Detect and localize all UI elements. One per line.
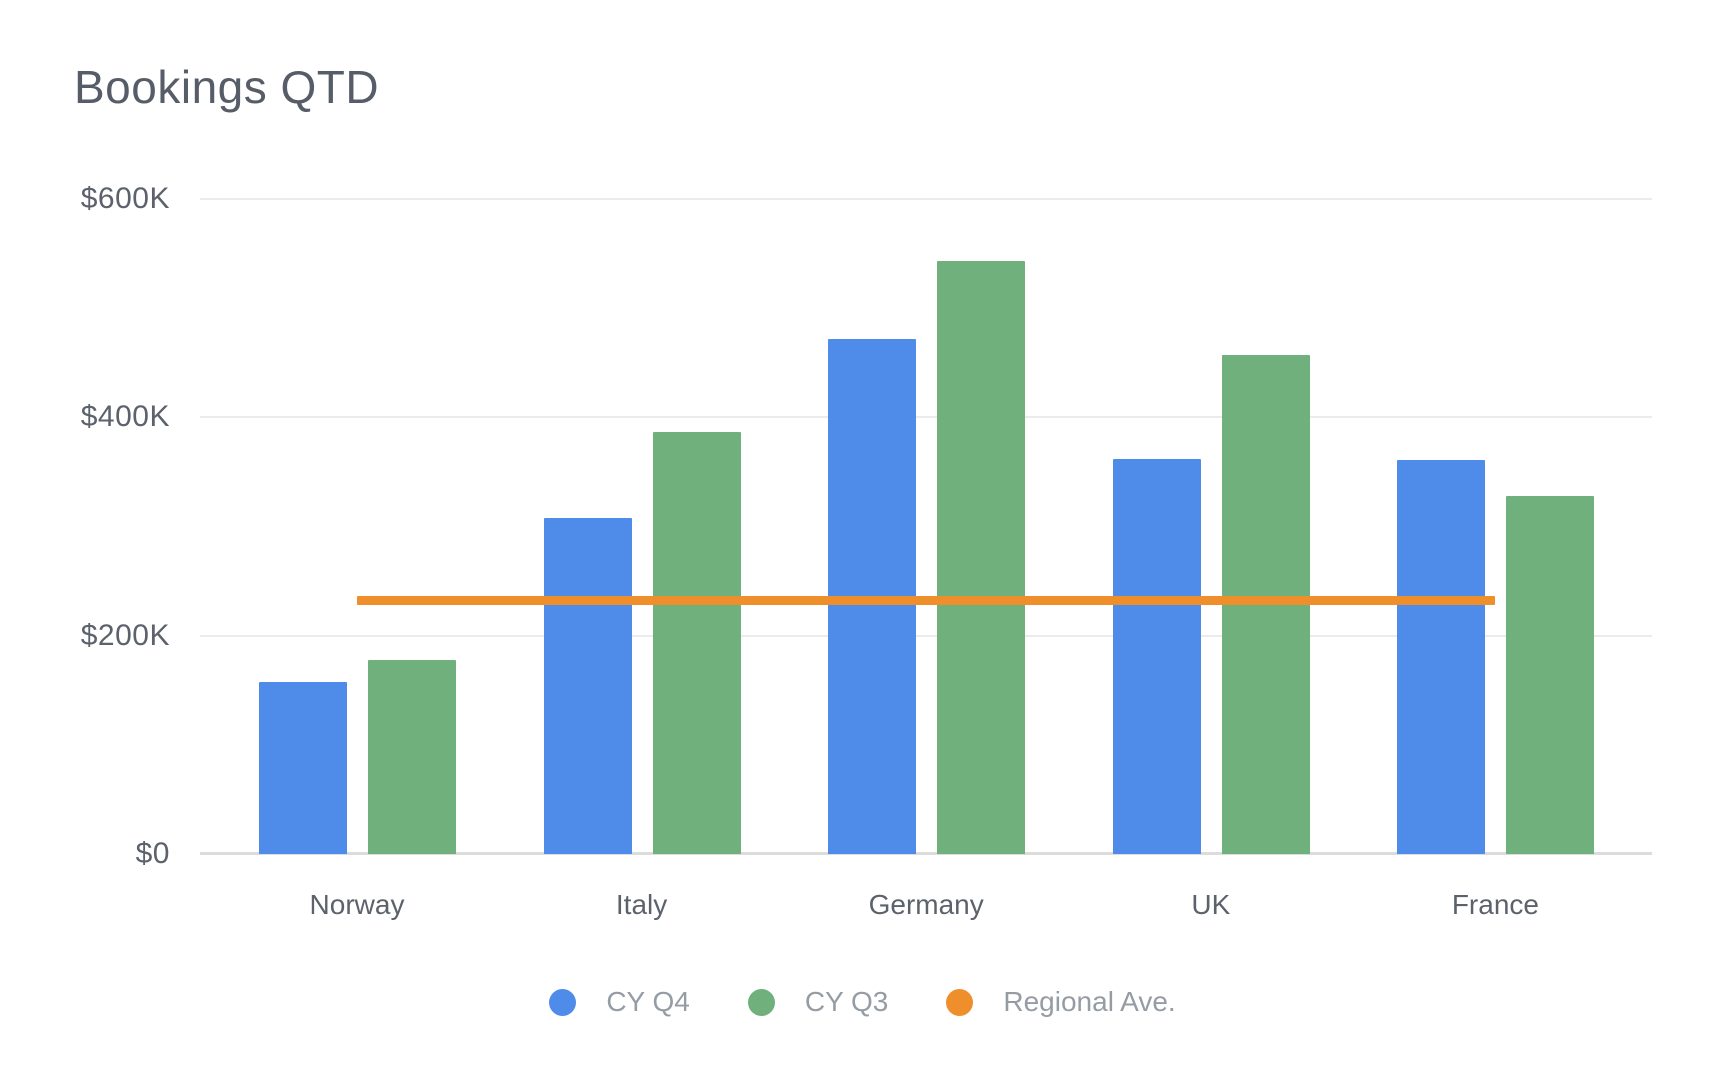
y-tick-label-0: $0 (135, 837, 170, 870)
bar-cy-q4-france[interactable] (1397, 459, 1486, 854)
bar-cy-q3-germany[interactable] (937, 261, 1026, 854)
x-axis-baseline (200, 852, 1652, 855)
legend-dot-icon-cy-q3 (747, 988, 775, 1016)
chart-legend: CY Q4 CY Q3 Regional Ave. (0, 986, 1725, 1018)
bar-cy-q4-uk[interactable] (1112, 458, 1201, 854)
gridline-400k (200, 416, 1652, 419)
legend-dot-icon-cy-q4 (549, 988, 577, 1016)
y-tick-label-400k: $400K (80, 400, 170, 434)
plot-area (200, 198, 1652, 855)
bar-cy-q4-italy[interactable] (543, 517, 632, 854)
bar-cy-q3-france[interactable] (1506, 495, 1595, 854)
x-axis-label-france: France (1451, 889, 1539, 920)
gridline-600k (200, 198, 1652, 200)
legend-label-cy-q4: CY Q4 (606, 986, 690, 1017)
legend-dot-icon-regional-ave (946, 988, 974, 1016)
bar-cy-q3-italy[interactable] (652, 431, 741, 854)
gridline-200k (200, 634, 1652, 637)
chart-title: Bookings QTD (74, 61, 380, 113)
x-axis-label-uk: UK (1191, 889, 1231, 920)
x-axis-label-italy: Italy (615, 889, 668, 920)
legend-item-cy-q3[interactable]: CY Q3 (747, 986, 889, 1018)
reference-line-regional-ave[interactable] (357, 596, 1496, 606)
bar-cy-q3-norway[interactable] (368, 659, 456, 854)
legend-item-cy-q4[interactable]: CY Q4 (549, 986, 690, 1018)
legend-item-regional-ave[interactable]: Regional Ave. (946, 986, 1176, 1018)
bar-cy-q4-norway[interactable] (259, 681, 347, 854)
y-tick-label-200k: $200K (80, 618, 170, 652)
x-axis-label-norway: Norway (309, 889, 405, 920)
legend-label-regional-ave: Regional Ave. (1003, 986, 1176, 1017)
y-tick-label-600k: $600K (80, 182, 170, 215)
y-axis: $0 $200K $400K $600K (0, 0, 170, 1080)
legend-label-cy-q3: CY Q3 (804, 986, 889, 1017)
x-axis-label-germany: Germany (868, 889, 984, 920)
